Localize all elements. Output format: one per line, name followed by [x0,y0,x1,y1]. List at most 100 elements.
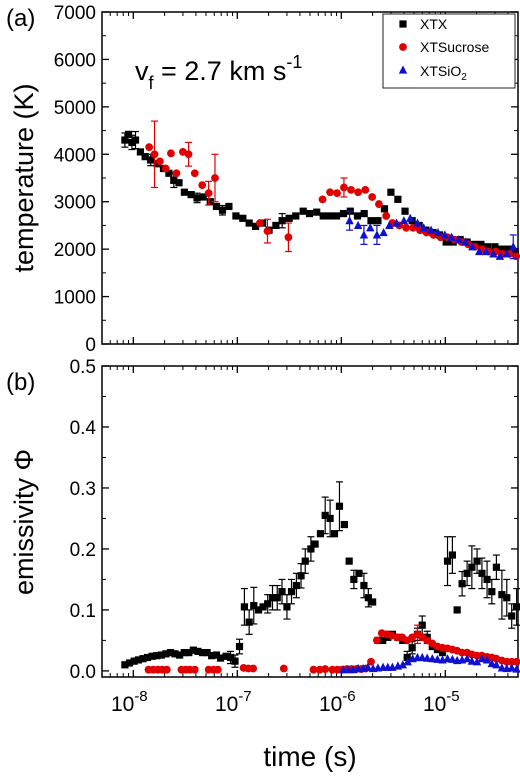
data-point-xtx [193,194,201,202]
y-tick-label: 0.3 [70,479,96,500]
data-point-xtx [287,588,296,596]
data-point-xtsucrose [375,200,383,208]
x-tick-label: 10-8 [111,688,148,716]
data-point-xtx [187,191,195,199]
data-point-xtsucrose [155,157,164,166]
data-point-xtx [245,219,253,227]
data-point-xtsio2 [509,242,518,251]
data-point-xtx [483,243,492,251]
data-point-xtsio2 [482,655,492,664]
data-point-xtx [292,212,300,220]
data-point-xtx [463,569,471,577]
data-point-xtsucrose [382,212,391,220]
data-point-xtx [488,588,496,596]
data-point-xtx [212,651,221,659]
data-point-xtsio2 [372,230,382,239]
x-tick-label-base: 10 [215,693,238,716]
data-point-xtx [330,530,339,538]
data-point-xtx [170,176,178,184]
data-point-xtsucrose [347,185,355,194]
data-point-xtsucrose [321,665,330,673]
data-point-xtx [130,657,138,665]
data-point-xtx [175,179,183,187]
data-point-xtsio2 [477,654,487,663]
data-point-xtsucrose [184,150,193,159]
data-point-xtx [492,563,501,571]
x-tick-label-exponent: -8 [134,688,147,705]
data-point-xtx [208,652,216,660]
data-point-xtx [403,653,411,662]
data-point-xtx [166,649,175,657]
data-point-xtx [511,247,519,256]
data-point-xtx [364,594,372,602]
data-point-xtx [339,209,348,218]
y-tick-label: 4000 [54,145,96,166]
series-xtsio2 [339,652,520,674]
data-point-xtsucrose [145,143,154,152]
x-tick-label: 10-7 [215,688,252,716]
legend: XTX XTSucrose XTSiO2 [382,13,516,89]
data-point-xtx [477,240,485,248]
x-tick-label: 10-5 [423,688,460,716]
data-point-xtsio2 [345,216,354,225]
x-tick-label-base: 10 [423,693,446,716]
data-point-xtsucrose [198,181,207,190]
data-point-xtx [355,569,363,577]
data-point-xtx [171,650,179,658]
data-point-xtx [453,606,461,614]
data-point-xtx [212,202,221,211]
data-point-xtx [198,649,207,657]
y-axis-b: 0.0 0.1 0.2 0.3 0.4 0.5 [70,357,518,683]
data-point-xtx [136,148,144,156]
data-point-xtsio2 [379,227,388,237]
data-point-xtsio2 [462,654,472,663]
data-point-xtx [374,217,382,225]
data-point-xtsucrose [172,169,181,178]
data-point-xtx [273,594,281,602]
data-point-xtx [121,661,129,669]
data-point-xtx [226,653,235,662]
data-point-xtx [216,654,225,662]
data-point-xtx [147,156,155,164]
data-point-xtsucrose [340,183,348,192]
annotation-sub: f [149,73,155,93]
data-point-xtx [360,209,368,218]
data-point-xtx [394,195,402,203]
legend-label-xtsio2: XTSiO2 [420,63,467,83]
y-tick-label: 2000 [54,240,96,261]
data-point-xtx [222,652,230,660]
y-tick-label: 0 [85,335,96,356]
data-point-xtx [468,563,476,571]
legend-markers [398,20,408,74]
legend-label-xtsio2-base: XTSiO [420,63,461,79]
data-point-xtsucrose [162,665,171,674]
panel-a: (a) temperature (K) 0 1000 2000 3000 4000 500… [6,3,520,356]
data-point-xtsio2 [399,216,409,225]
x-tick-label-base: 10 [111,693,134,716]
data-point-xtx [165,169,173,177]
data-point-xtx [239,214,247,222]
velocity-annotation: vf = 2.7 km s-1 [135,52,302,93]
data-point-xtx [131,136,140,144]
legend-label-xtsio2-sub: 2 [461,72,467,83]
data-point-xtx [250,602,258,610]
data-point-xtx [379,636,387,645]
data-point-xtsio2 [419,223,428,232]
data-point-xtx [278,588,286,596]
data-point-xtx [335,502,344,510]
data-point-xtsio2 [512,664,520,673]
data-point-xtx [326,212,334,220]
data-point-xtsucrose [326,188,334,197]
data-point-xtx [153,652,161,660]
data-point-xtsio2 [440,230,450,239]
data-point-xtsio2 [472,657,482,666]
data-point-xtx [321,511,329,520]
series-xtsucrose [145,120,520,261]
data-point-xtx [505,245,513,253]
data-point-xtx [218,206,227,214]
data-point-xtx [340,520,348,529]
data-point-xtx [272,221,280,230]
data-point-xtx [231,657,239,665]
data-point-xtsio2 [418,652,427,662]
data-point-xtsio2 [426,225,436,234]
